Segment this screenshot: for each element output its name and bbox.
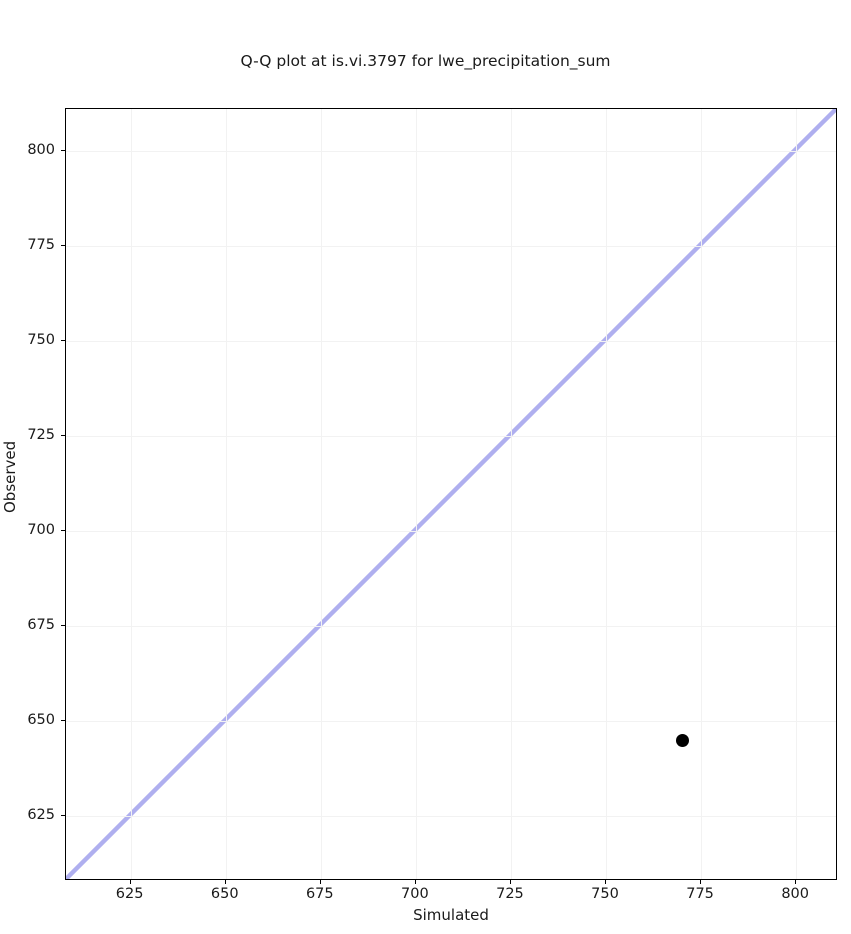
y-tick-label: 775 <box>27 237 83 253</box>
gridline-horizontal <box>66 626 836 628</box>
gridline-vertical <box>225 109 227 879</box>
gridline-vertical <box>701 109 703 879</box>
x-tick-label: 750 <box>591 886 619 902</box>
x-tick <box>700 880 702 884</box>
y-tick-label-text: 700 <box>27 522 55 539</box>
y-tick-label: 625 <box>27 807 83 823</box>
gridline-horizontal <box>66 245 836 247</box>
x-tick <box>509 880 512 884</box>
y-tick-label: 725 <box>27 427 83 443</box>
y-tick <box>61 625 65 627</box>
gridline-horizontal <box>66 816 836 818</box>
x-tick <box>319 880 321 884</box>
y-tick-label-text: 650 <box>27 712 55 729</box>
plot-area <box>65 108 837 880</box>
x-tick <box>795 880 797 884</box>
y-tick-label-text: 725 <box>27 427 55 444</box>
y-tick-label-text: 625 <box>27 807 55 824</box>
x-tick-label: 675 <box>305 886 334 902</box>
gridline-horizontal <box>66 721 836 723</box>
data-point <box>675 733 689 747</box>
gridline-vertical <box>130 109 132 879</box>
x-tick-label: 725 <box>496 886 524 902</box>
y-tick-label-text: 800 <box>27 141 55 158</box>
gridline-horizontal <box>66 436 836 438</box>
x-tick <box>129 880 131 884</box>
gridline-horizontal <box>66 150 836 152</box>
x-tick-label: 775 <box>686 886 714 902</box>
y-tick <box>61 530 65 532</box>
x-tick-label: 625 <box>115 886 144 902</box>
y-tick-label-text: 675 <box>27 617 55 634</box>
y-tick <box>61 435 65 437</box>
y-axis-label: Observed <box>1 440 19 513</box>
x-tick-label: 800 <box>781 886 809 902</box>
gridline-horizontal <box>66 531 836 533</box>
gridline-vertical <box>510 109 513 879</box>
x-tick <box>224 880 226 884</box>
y-tick-label: 700 <box>27 522 83 538</box>
y-tick-label: 750 <box>27 332 83 348</box>
y-tick <box>61 339 65 342</box>
y-tick-label: 800 <box>27 142 83 158</box>
x-axis-label: Simulated <box>413 906 489 924</box>
x-tick <box>414 880 416 884</box>
gridline-horizontal <box>66 340 836 343</box>
x-tick-label: 700 <box>401 886 429 902</box>
y-tick-label-text: 750 <box>27 331 55 348</box>
x-tick-label: 650 <box>210 886 239 902</box>
y-tick <box>61 815 65 817</box>
y-tick <box>61 244 65 246</box>
y-tick-label-text: 775 <box>27 236 55 253</box>
y-tick-label: 675 <box>27 617 83 633</box>
gridline-vertical <box>415 109 417 879</box>
y-tick <box>61 149 65 151</box>
gridline-vertical <box>796 109 798 879</box>
y-tick <box>61 720 65 722</box>
gridline-vertical <box>320 109 322 879</box>
chart-title-line-1: Q-Q plot at is.vi.3797 for lwe_precipita… <box>240 52 611 70</box>
x-tick <box>605 880 607 884</box>
y-tick-label: 650 <box>27 712 83 728</box>
gridline-vertical <box>606 109 608 879</box>
identity-line <box>66 109 836 879</box>
